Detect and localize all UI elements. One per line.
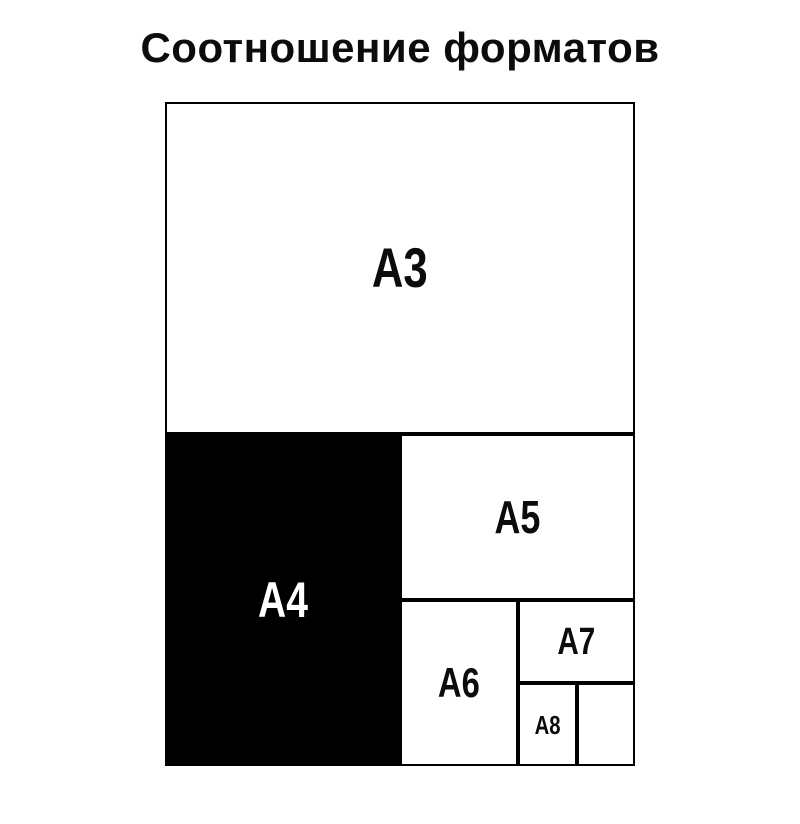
format-label-a6: A6	[438, 662, 480, 704]
format-label-a8: A8	[535, 712, 561, 738]
format-box-a3: A3	[165, 102, 635, 434]
format-box-a6: A6	[400, 600, 518, 766]
format-label-a3: A3	[372, 240, 428, 296]
format-box-a7: A7	[518, 600, 635, 683]
format-box-a8: A8	[518, 683, 577, 766]
format-box-a5: A5	[400, 434, 635, 600]
format-box-a9	[577, 683, 635, 766]
format-label-a7: A7	[558, 623, 596, 661]
paper-format-diagram: A3 A4 A5 A6 A7 A8	[165, 102, 635, 766]
format-label-a4: A4	[258, 575, 308, 625]
format-box-a4: A4	[165, 434, 400, 766]
format-label-a5: A5	[495, 494, 541, 540]
page-title: Соотношение форматов	[0, 24, 800, 72]
